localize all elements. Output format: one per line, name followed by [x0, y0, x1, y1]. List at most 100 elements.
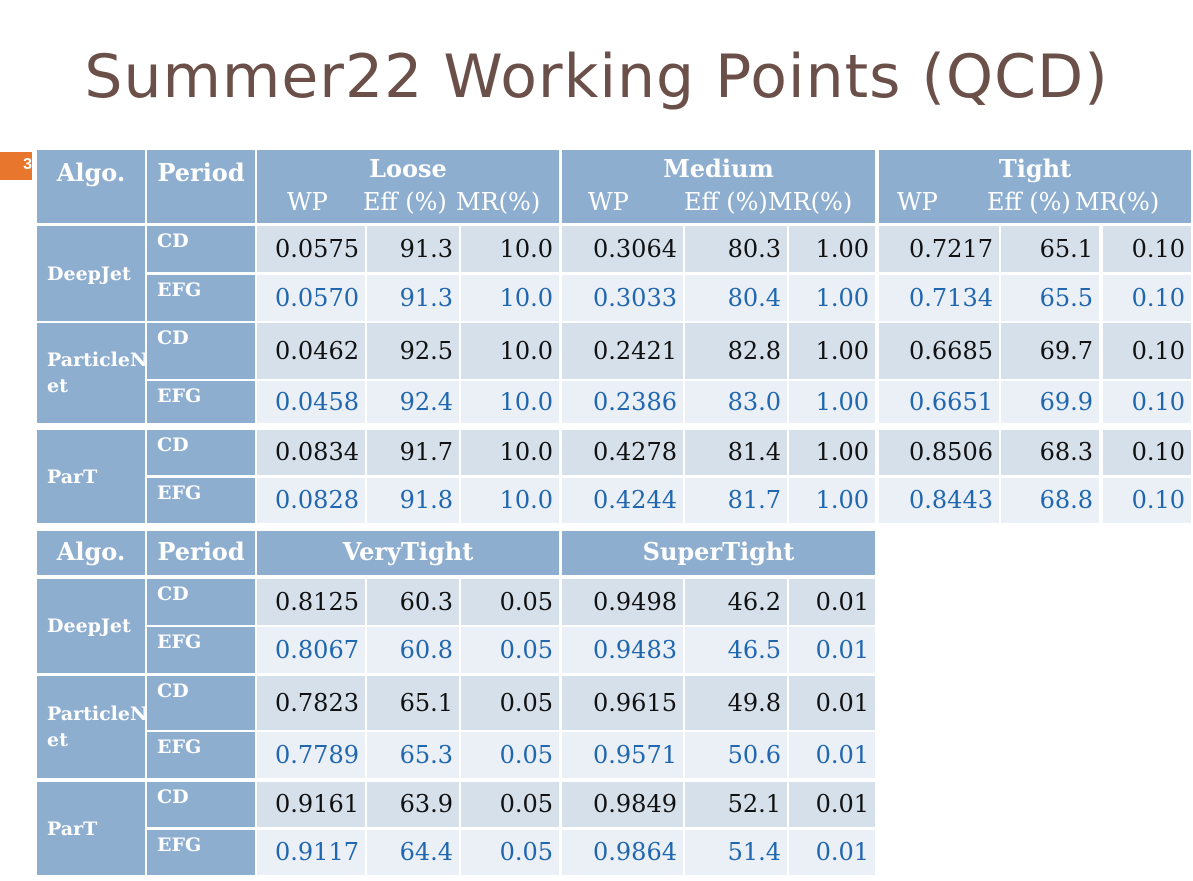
t2-value-cell: 0.9615	[562, 676, 683, 730]
t1-algo-cell: DeepJet	[37, 226, 145, 321]
t2-value-cell: 60.8	[367, 627, 459, 673]
t1-value-cell: 0.3064	[562, 226, 683, 272]
sub-header-mr: MR(%)	[1075, 188, 1160, 216]
t2-value-cell: 46.5	[685, 627, 787, 673]
t1-value-cell: 0.0570	[257, 275, 365, 321]
t1-value-cell: 0.7217	[879, 226, 999, 272]
t2-value-cell: 0.9571	[562, 732, 683, 778]
slide-title: Summer22 Working Points (QCD)	[84, 42, 1109, 112]
t1-value-cell: 80.4	[685, 275, 787, 321]
t1-value-cell: 0.10	[1103, 478, 1191, 523]
t2-period-cell: EFG	[147, 732, 255, 778]
t1-value-cell: 0.0828	[257, 478, 365, 523]
t1-value-cell: 0.4278	[562, 430, 683, 475]
t1-algo-cell: ParT	[37, 430, 145, 523]
sub-header-wp: WP	[897, 188, 938, 216]
t1-value-cell: 0.8506	[879, 430, 999, 475]
t1-value-cell: 82.8	[685, 323, 787, 379]
t1-value-cell: 0.2386	[562, 381, 683, 423]
t2-value-cell: 51.4	[685, 830, 787, 875]
t2-value-cell: 0.8067	[257, 627, 365, 673]
t2-value-cell: 50.6	[685, 732, 787, 778]
t1-value-cell: 81.4	[685, 430, 787, 475]
algo-header: Algo.	[37, 150, 145, 223]
t1-value-cell: 0.6685	[879, 323, 999, 379]
sub-header-wp: WP	[287, 188, 328, 216]
t2-value-cell: 0.7789	[257, 732, 365, 778]
t1-value-cell: 0.3033	[562, 275, 683, 321]
t2-value-cell: 0.9498	[562, 579, 683, 625]
t2-value-cell: 49.8	[685, 676, 787, 730]
t1-value-cell: 10.0	[461, 430, 559, 475]
t1-value-cell: 1.00	[789, 323, 875, 379]
t1-value-cell: 65.1	[1001, 226, 1099, 272]
t2-value-cell: 0.01	[789, 830, 875, 875]
t1-value-cell: 91.3	[367, 226, 459, 272]
t1-value-cell: 0.0575	[257, 226, 365, 272]
t2-value-cell: 0.9161	[257, 782, 365, 827]
algo-label: DeepJet	[47, 262, 131, 285]
t1-value-cell: 92.5	[367, 323, 459, 379]
t1-value-cell: 0.7134	[879, 275, 999, 321]
t1-value-cell: 0.0462	[257, 323, 365, 379]
t2-value-cell: 0.01	[789, 676, 875, 730]
t1-value-cell: 91.3	[367, 275, 459, 321]
t1-period-cell: EFG	[147, 275, 255, 321]
t2-value-cell: 63.9	[367, 782, 459, 827]
t2-period-cell: CD	[147, 579, 255, 625]
t2-value-cell: 60.3	[367, 579, 459, 625]
t1-value-cell: 10.0	[461, 478, 559, 523]
sub-header-wp: WP	[588, 188, 629, 216]
group-header-tight: Tight WP Eff (%) MR(%)	[879, 150, 1191, 223]
group-label: Medium	[663, 154, 774, 183]
slide-number: 3	[0, 152, 32, 180]
t2-value-cell: 0.01	[789, 782, 875, 827]
t1-value-cell: 0.10	[1103, 275, 1191, 321]
t1-value-cell: 69.7	[1001, 323, 1099, 379]
period-header: Period	[147, 150, 255, 223]
t2-value-cell: 0.05	[461, 732, 559, 778]
t1-value-cell: 80.3	[685, 226, 787, 272]
t1-period-cell: CD	[147, 430, 255, 475]
t1-value-cell: 1.00	[789, 226, 875, 272]
sub-header-mr: MR(%)	[768, 188, 853, 216]
t1-value-cell: 0.6651	[879, 381, 999, 423]
t1-period-cell: CD	[147, 226, 255, 272]
t2-algo-cell: ParticleN et	[37, 676, 148, 778]
t2-value-cell: 0.01	[789, 627, 875, 673]
t1-value-cell: 1.00	[789, 275, 875, 321]
algo-label: ParT	[47, 817, 98, 840]
t1-value-cell: 81.7	[685, 478, 787, 523]
group-label: Tight	[998, 154, 1072, 183]
t1-value-cell: 0.2421	[562, 323, 683, 379]
t2-value-cell: 0.05	[461, 579, 559, 625]
group-header-loose: Loose WP Eff (%) MR(%)	[257, 150, 559, 223]
t2-value-cell: 46.2	[685, 579, 787, 625]
t2-value-cell: 0.9864	[562, 830, 683, 875]
group-header-medium: Medium WP Eff (%) MR(%)	[562, 150, 875, 223]
t2-value-cell: 0.9849	[562, 782, 683, 827]
t1-value-cell: 1.00	[789, 478, 875, 523]
algo-label: ParticleN et	[47, 703, 148, 751]
t1-value-cell: 83.0	[685, 381, 787, 423]
t2-algo-header: Algo.	[37, 531, 145, 575]
t1-value-cell: 0.0834	[257, 430, 365, 475]
t1-value-cell: 0.4244	[562, 478, 683, 523]
sub-header-mr: MR(%)	[456, 188, 541, 216]
t2-value-cell: 52.1	[685, 782, 787, 827]
t2-value-cell: 0.05	[461, 830, 559, 875]
t1-period-cell: EFG	[147, 381, 255, 423]
t1-value-cell: 1.00	[789, 430, 875, 475]
t1-value-cell: 69.9	[1001, 381, 1099, 423]
t2-algo-cell: ParT	[37, 782, 145, 875]
t2-value-cell: 0.01	[789, 579, 875, 625]
algo-label: ParticleN et	[47, 349, 148, 397]
t1-value-cell: 91.8	[367, 478, 459, 523]
t2-value-cell: 65.1	[367, 676, 459, 730]
t1-value-cell: 0.10	[1103, 323, 1191, 379]
t1-value-cell: 10.0	[461, 275, 559, 321]
t1-value-cell: 0.10	[1103, 381, 1191, 423]
t1-value-cell: 65.5	[1001, 275, 1099, 321]
group-header-verytight: VeryTight	[257, 531, 559, 575]
t1-value-cell: 10.0	[461, 381, 559, 423]
